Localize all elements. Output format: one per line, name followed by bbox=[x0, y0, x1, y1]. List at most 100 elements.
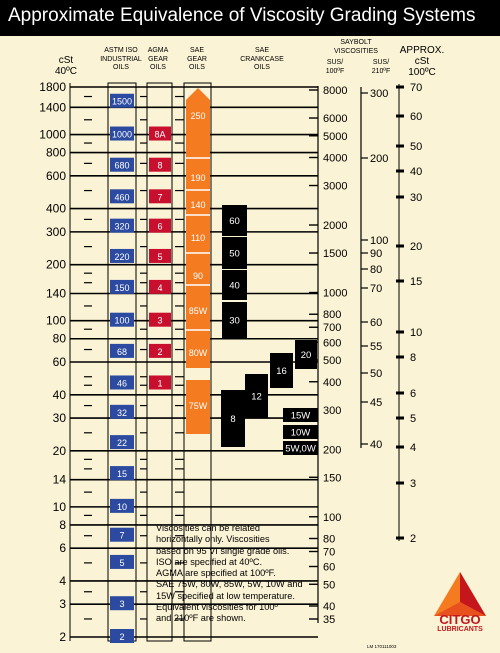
cst100-tick-label: 70 bbox=[410, 82, 422, 94]
crankcase-grade-label: 20 bbox=[301, 350, 312, 361]
crankcase-grade-box bbox=[295, 340, 317, 369]
sae-gear-bar-75w bbox=[186, 380, 210, 434]
crankcase-grade-label: 40 bbox=[229, 281, 240, 292]
cst100-tick bbox=[396, 279, 404, 283]
cst100-tick-label: 5 bbox=[410, 413, 416, 425]
agma-grade-label: 4 bbox=[157, 283, 162, 293]
page-title: Approximate Equivalence of Viscosity Gra… bbox=[8, 5, 476, 26]
cst100-tick bbox=[396, 330, 404, 334]
sus210-tick-label: 90 bbox=[370, 248, 382, 260]
cst40-tick-label: 4 bbox=[59, 574, 66, 588]
agma-grade-label: 8 bbox=[157, 161, 162, 171]
sae-gear-bar bbox=[186, 88, 210, 368]
sus210-tick-label: 100 bbox=[370, 235, 388, 247]
agma-grade-box bbox=[149, 126, 171, 141]
iso-grade-box bbox=[110, 157, 134, 172]
iso-grade-box bbox=[110, 466, 134, 481]
sus100-tick-label: 100 bbox=[323, 512, 341, 524]
sae-gear-header: SAE GEAR OILS bbox=[187, 47, 207, 71]
cst40-tick-label: 2 bbox=[59, 630, 66, 644]
cst40-tick-label: 60 bbox=[53, 355, 67, 369]
agma-grade-box bbox=[149, 279, 171, 294]
cst40-tick-label: 10 bbox=[53, 500, 67, 514]
iso-grade-box bbox=[110, 218, 134, 233]
cst100-tick-label: 30 bbox=[410, 192, 422, 204]
iso-grade-label: 68 bbox=[117, 347, 127, 357]
iso-grade-label: 680 bbox=[114, 161, 129, 171]
crankcase-grade-box bbox=[222, 205, 247, 236]
note-text: Viscosities can be related horizontally … bbox=[156, 523, 303, 624]
sus100-tick-label: 600 bbox=[323, 337, 341, 349]
crankcase-grade-box bbox=[283, 408, 318, 422]
sae-gear-label: 140 bbox=[190, 200, 205, 210]
sus100-tick-label: 400 bbox=[323, 377, 341, 389]
agma-grade-label: 6 bbox=[157, 222, 162, 232]
iso-grade-label: 3 bbox=[119, 599, 124, 609]
cst100-tick-label: 10 bbox=[410, 327, 422, 339]
sus100-tick-label: 800 bbox=[323, 309, 341, 321]
sae-gear-label: 80W bbox=[189, 348, 208, 358]
crankcase-grade-label: 30 bbox=[229, 316, 240, 327]
viscosity-chart: 1800140010008006004003002001401008060403… bbox=[39, 80, 422, 644]
cst100-tick-label: 8 bbox=[410, 352, 416, 364]
agma-grade-box bbox=[149, 218, 171, 233]
agma-grade-box bbox=[149, 157, 171, 172]
iso-grade-box bbox=[110, 435, 134, 450]
sus100-tick-label: 150 bbox=[323, 472, 341, 484]
agma-grade-label: 7 bbox=[157, 192, 162, 202]
crankcase-grade-box bbox=[283, 425, 318, 439]
iso-grade-box bbox=[110, 343, 134, 358]
iso-grade-box bbox=[110, 126, 134, 141]
crankcase-grade-label: 60 bbox=[229, 216, 240, 227]
cst100-tick-label: 15 bbox=[410, 276, 422, 288]
iso-grade-label: 100 bbox=[114, 316, 129, 326]
sae-gear-label: 85W bbox=[189, 306, 208, 316]
iso-grade-box bbox=[110, 527, 134, 542]
cst40-tick-label: 80 bbox=[53, 332, 67, 346]
sus210-tick-label: 45 bbox=[370, 397, 382, 409]
sae-gear-label: 90 bbox=[193, 271, 203, 281]
agma-header: AGMA GEAR OILS bbox=[147, 47, 169, 71]
cst100-tick-label: 6 bbox=[410, 388, 416, 400]
saybolt-header: SAYBOLT VISCOSITIES bbox=[334, 39, 378, 55]
logo-sub: LUBRICANTS bbox=[437, 626, 483, 633]
sus210-tick-label: 40 bbox=[370, 439, 382, 451]
cst100-tick-label: 60 bbox=[410, 111, 422, 123]
iso-grade-label: 150 bbox=[114, 283, 129, 293]
crankcase-grade-label: 16 bbox=[276, 366, 287, 377]
cst100-tick bbox=[396, 144, 404, 148]
iso-grade-label: 46 bbox=[117, 378, 127, 388]
sus210-tick-label: 55 bbox=[370, 341, 382, 353]
cst100-tick bbox=[396, 355, 404, 359]
iso-grade-label: 5 bbox=[119, 558, 124, 568]
iso-grade-box bbox=[110, 629, 134, 643]
sus100-tick-label: 60 bbox=[323, 562, 335, 574]
cst100-tick bbox=[396, 445, 404, 449]
cst100-tick bbox=[396, 391, 404, 395]
iso-grade-label: 32 bbox=[117, 408, 127, 418]
sae-gear-label: 110 bbox=[191, 233, 205, 243]
sae-crankcase-header: SAE CRANKCASE OILS bbox=[240, 47, 284, 71]
cst100-tick-label: 4 bbox=[410, 442, 416, 454]
agma-grade-label: 1 bbox=[157, 378, 162, 388]
cst100-tick-label: 40 bbox=[410, 166, 422, 178]
cst40-tick-label: 6 bbox=[59, 541, 66, 555]
cst40-tick-label: 100 bbox=[46, 314, 66, 328]
crankcase-grade-label: 10W bbox=[291, 428, 311, 439]
agma-grade-box bbox=[149, 343, 171, 358]
cst100-tick bbox=[396, 481, 404, 485]
cst40-tick-label: 1800 bbox=[39, 80, 66, 94]
sus100-tick-label: 1500 bbox=[323, 248, 347, 260]
sus210-header: SUS/ 210ºF bbox=[371, 59, 391, 75]
sus100-tick-label: 300 bbox=[323, 405, 341, 417]
cst100-tick bbox=[396, 85, 404, 89]
cst40-tick-label: 800 bbox=[46, 146, 66, 160]
sus210-tick-label: 80 bbox=[370, 264, 382, 276]
iso-grade-label: 15 bbox=[117, 469, 127, 479]
crankcase-grade-label: 5W,0W bbox=[285, 444, 316, 455]
agma-grade-box bbox=[149, 375, 171, 390]
sus100-tick-label: 6000 bbox=[323, 113, 347, 125]
sus100-tick-label: 500 bbox=[323, 355, 341, 367]
agma-grade-box bbox=[149, 312, 171, 327]
sae-gear-label: 190 bbox=[190, 173, 205, 183]
